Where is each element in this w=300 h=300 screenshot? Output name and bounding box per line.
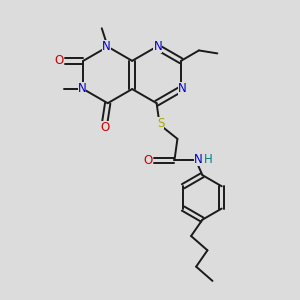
Text: H: H (204, 153, 213, 166)
Text: O: O (144, 154, 153, 167)
Text: O: O (55, 54, 64, 67)
Text: S: S (157, 117, 164, 130)
Text: N: N (194, 153, 203, 166)
Text: N: N (178, 82, 187, 95)
Text: N: N (78, 82, 86, 95)
Text: O: O (100, 122, 110, 134)
Text: N: N (153, 40, 162, 52)
Text: N: N (102, 40, 111, 52)
